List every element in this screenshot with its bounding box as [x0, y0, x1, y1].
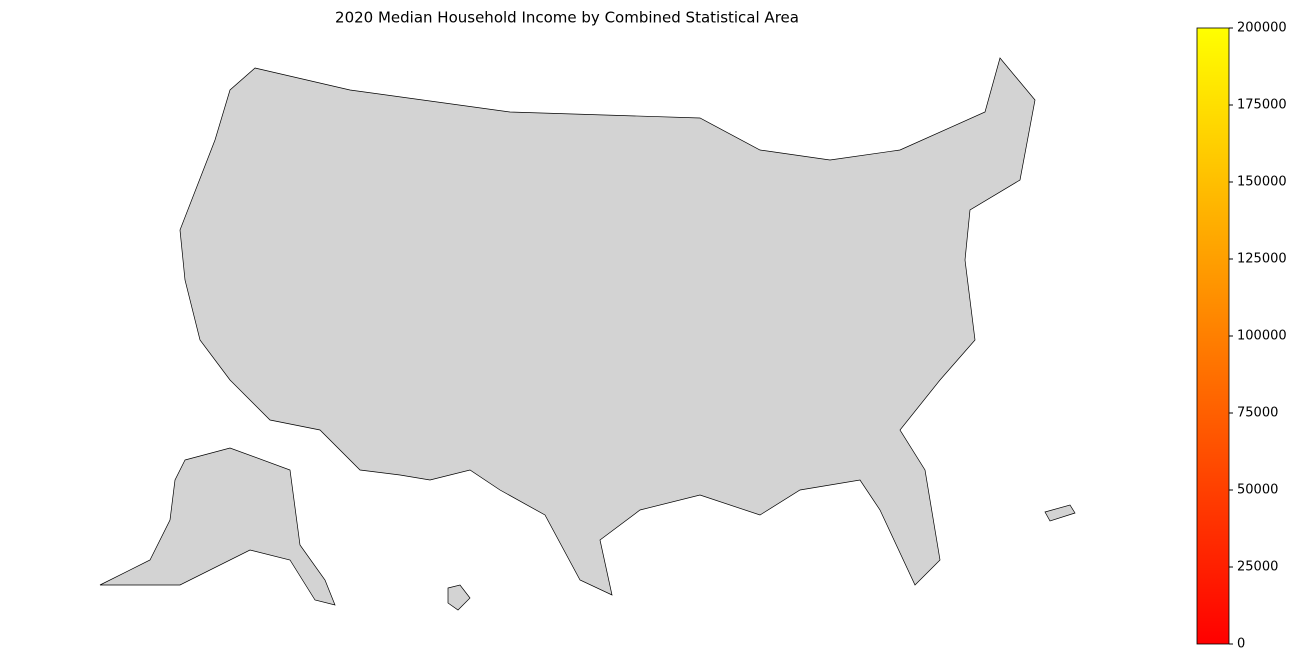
map-land: [99, 57, 1076, 611]
colorbar-tick-label: 100000: [1237, 329, 1287, 344]
colorbar-tick-label: 125000: [1237, 252, 1287, 267]
map-title: 2020 Median Household Income by Combined…: [335, 9, 799, 27]
colorbar-tick-label: 50000: [1237, 483, 1278, 498]
colorbar-tick-label: 175000: [1237, 98, 1287, 113]
colorbar-tick-label: 150000: [1237, 175, 1287, 190]
colorbar-tick-label: 75000: [1237, 406, 1278, 421]
hawaii: [447, 584, 471, 611]
contiguous-us: [179, 57, 1036, 596]
alaska: [99, 447, 336, 606]
colorbar-tick-label: 200000: [1237, 21, 1287, 36]
puerto-rico: [1044, 504, 1076, 522]
colorbar: [1196, 27, 1230, 645]
colorbar-ticks: 0 25000 50000 75000 100000 125000 150000 175000…: [1229, 21, 1287, 652]
colorbar-tick-label: 0: [1237, 637, 1245, 652]
colorbar-tick-label: 25000: [1237, 560, 1278, 575]
